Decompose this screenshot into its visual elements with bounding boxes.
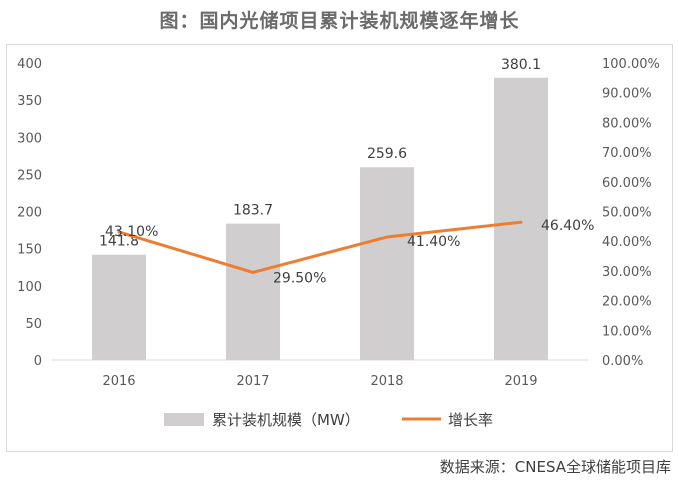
bar-value-label: 141.8 — [99, 234, 139, 250]
bar-value-label: 380.1 — [501, 57, 541, 73]
bar — [226, 223, 280, 360]
y-left-tick-label: 200 — [17, 206, 42, 221]
chart-frame — [6, 44, 673, 452]
y-right-tick-label: 70.00% — [602, 146, 652, 161]
legend-bar-swatch — [164, 413, 204, 426]
y-right-tick-label: 20.00% — [602, 295, 652, 310]
y-left-tick-label: 0 — [34, 354, 42, 369]
x-tick-label: 2016 — [102, 374, 135, 389]
growth-rate-label: 41.40% — [407, 234, 460, 250]
x-tick-label: 2017 — [236, 374, 269, 389]
y-left-tick-label: 350 — [17, 94, 42, 109]
legend-line-label: 增长率 — [448, 411, 493, 429]
chart-title: 图：国内光储项目累计装机规模逐年增长 — [159, 10, 520, 32]
growth-rate-label: 29.50% — [273, 270, 326, 286]
y-right-tick-label: 100.00% — [602, 57, 660, 72]
y-left-tick-label: 250 — [17, 168, 42, 183]
bar-value-label: 259.6 — [367, 146, 407, 162]
growth-rate-point — [385, 235, 389, 239]
x-tick-label: 2018 — [370, 374, 403, 389]
y-right-tick-label: 50.00% — [602, 206, 652, 221]
y-right-tick-label: 40.00% — [602, 235, 652, 250]
bar — [360, 167, 414, 360]
x-tick-label: 2019 — [504, 374, 537, 389]
y-right-tick-label: 0.00% — [602, 354, 643, 369]
bar — [92, 254, 146, 360]
growth-rate-line — [118, 220, 522, 274]
source-note: 数据来源：CNESA全球储能项目库 — [439, 458, 671, 476]
y-right-tick-label: 80.00% — [602, 116, 652, 131]
growth-rate-point — [117, 230, 121, 234]
growth-rate-label: 46.40% — [541, 218, 594, 234]
y-left-tick-label: 150 — [17, 243, 42, 258]
growth-rate-point — [251, 270, 255, 274]
y-left-tick-label: 100 — [17, 280, 42, 295]
y-right-tick-label: 90.00% — [602, 87, 652, 102]
bar-value-label: 183.7 — [233, 203, 273, 219]
growth-rate-point — [519, 220, 523, 224]
y-left-tick-label: 300 — [17, 131, 42, 146]
growth-rate-label: 43.10% — [105, 224, 158, 240]
y-left-tick-label: 400 — [17, 57, 42, 72]
y-right-tick-label: 10.00% — [602, 324, 652, 339]
y-left-tick-label: 50 — [25, 317, 42, 332]
legend-bar-label: 累计装机规模（MW） — [212, 411, 360, 429]
bar — [494, 77, 548, 360]
y-right-tick-label: 30.00% — [602, 265, 652, 280]
y-right-tick-label: 60.00% — [602, 176, 652, 191]
